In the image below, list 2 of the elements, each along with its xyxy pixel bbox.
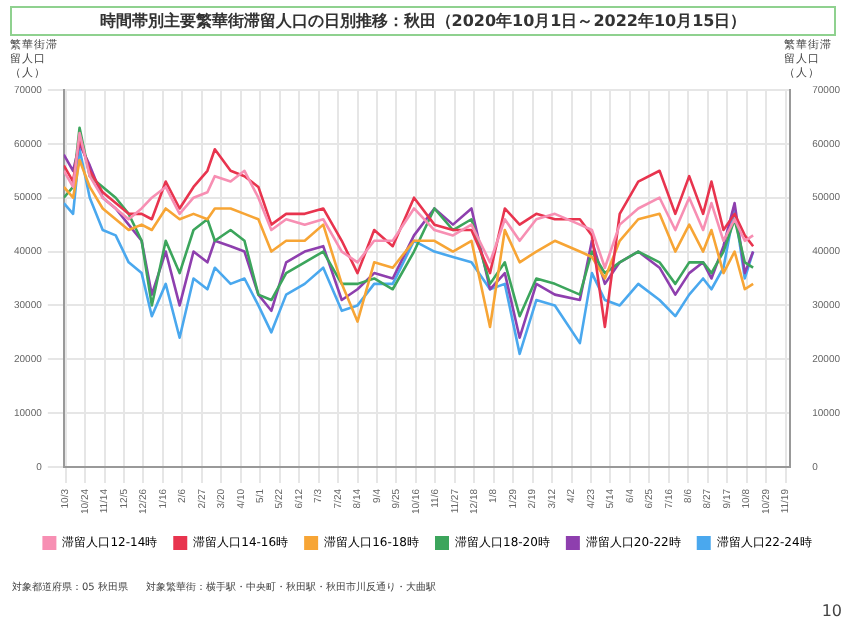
chart-title: 時間帯別主要繁華街滞留人口の日別推移：秋田（2020年10月1日～2022年10月15日） <box>10 6 836 36</box>
text: 10 <box>821 602 842 620</box>
